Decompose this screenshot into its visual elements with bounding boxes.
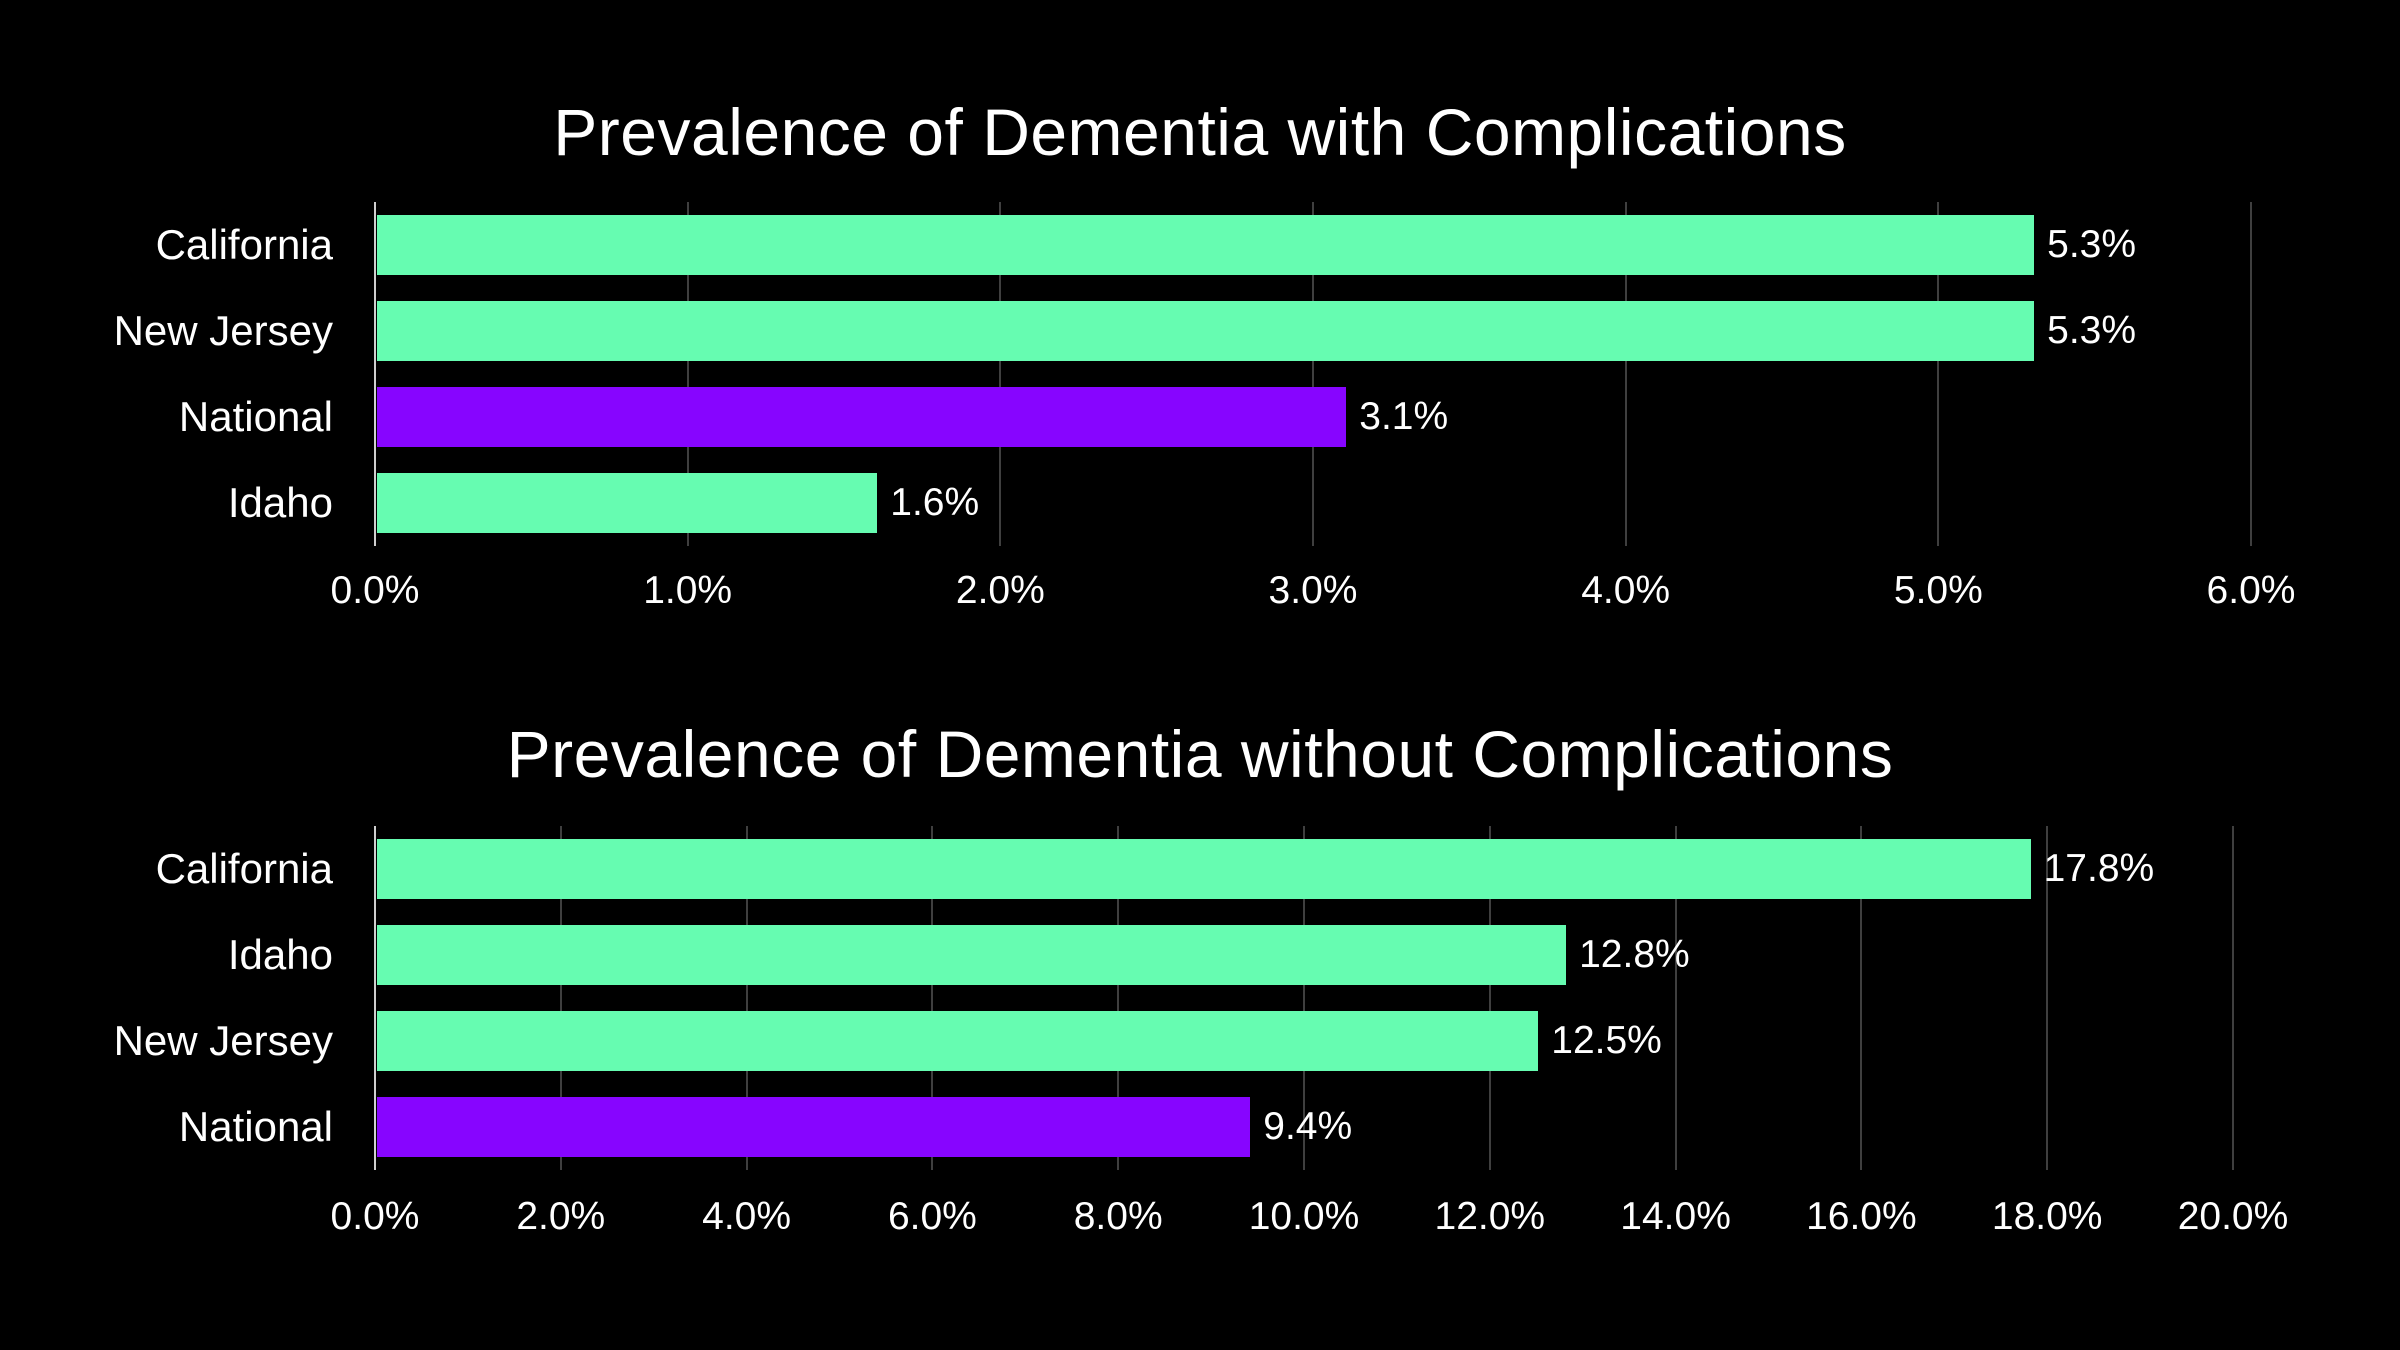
plot-area <box>374 826 2234 1170</box>
value-label: 17.8% <box>2043 847 2155 890</box>
x-gridline <box>2046 826 2049 1170</box>
x-gridline <box>1860 826 1863 1170</box>
x-gridline <box>1624 202 1627 546</box>
x-gridline <box>745 826 748 1170</box>
bar-california <box>377 839 2031 899</box>
x-gridline <box>931 826 934 1170</box>
x-gridline <box>686 202 689 546</box>
x-axis-zero-line <box>374 826 376 1170</box>
category-label: Idaho <box>227 479 333 526</box>
x-axis-zero-line <box>374 202 376 546</box>
category-label: New Jersey <box>113 1017 333 1064</box>
x-tick-label: 14.0% <box>1620 1195 1731 1238</box>
category-label: National <box>178 393 333 440</box>
x-tick-label: 12.0% <box>1434 1195 1546 1238</box>
category-label: California <box>155 845 333 892</box>
value-label: 3.1% <box>1359 395 1449 438</box>
x-tick-label: 0.0% <box>330 569 420 612</box>
value-label: 12.8% <box>1579 933 1690 976</box>
bar-new-jersey <box>377 1011 1539 1071</box>
x-tick-label: 6.0% <box>2206 569 2296 612</box>
category-label: New Jersey <box>113 307 333 354</box>
bar-idaho <box>377 925 1567 985</box>
x-tick-label: 4.0% <box>1581 569 1671 612</box>
x-tick-label: 6.0% <box>887 1195 977 1238</box>
x-gridline <box>2232 826 2234 1170</box>
x-tick-label: 8.0% <box>1073 1195 1163 1238</box>
category-label: National <box>178 1103 333 1150</box>
bar-idaho <box>377 473 878 533</box>
x-tick-label: 2.0% <box>516 1195 606 1238</box>
x-gridline <box>1937 202 1940 546</box>
chart-title: Prevalence of Dementia with Complication… <box>553 95 1847 169</box>
bar-new-jersey <box>377 301 2035 361</box>
category-label: California <box>155 221 333 268</box>
value-label: 5.3% <box>2047 223 2137 266</box>
x-tick-label: 10.0% <box>1248 1195 1360 1238</box>
x-tick-label: 18.0% <box>1991 1195 2103 1238</box>
x-tick-label: 16.0% <box>1806 1195 1917 1238</box>
x-tick-label: 4.0% <box>702 1195 792 1238</box>
value-label: 5.3% <box>2047 309 2137 352</box>
x-tick-label: 20.0% <box>2177 1195 2289 1238</box>
x-gridline <box>1117 826 1120 1170</box>
x-tick-label: 3.0% <box>1268 569 1358 612</box>
x-gridline <box>1312 202 1314 546</box>
bar-national <box>377 1097 1251 1157</box>
chart-title: Prevalence of Dementia without Complicat… <box>506 717 1894 791</box>
x-gridline <box>1488 826 1491 1170</box>
value-label: 12.5% <box>1551 1019 1662 1062</box>
x-gridline <box>999 202 1002 546</box>
x-gridline <box>559 826 562 1170</box>
bar-california <box>377 215 2035 275</box>
plot-area <box>374 202 2252 546</box>
value-label: 9.4% <box>1263 1105 1353 1148</box>
x-gridline <box>1303 826 1305 1170</box>
x-tick-label: 1.0% <box>643 569 733 612</box>
x-tick-label: 2.0% <box>955 569 1045 612</box>
x-gridline <box>2250 202 2252 546</box>
category-label: Idaho <box>227 931 333 978</box>
value-label: 1.6% <box>890 481 980 524</box>
x-tick-label: 0.0% <box>330 1195 420 1238</box>
x-gridline <box>1674 826 1677 1170</box>
x-tick-label: 5.0% <box>1893 569 1983 612</box>
bar-national <box>377 387 1347 447</box>
